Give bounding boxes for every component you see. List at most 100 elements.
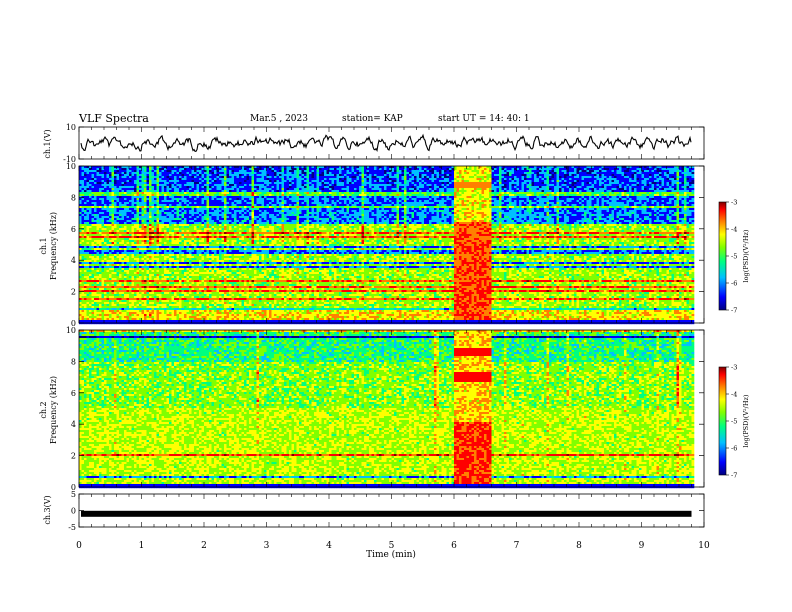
spectrogram-cell — [556, 198, 560, 201]
spectrogram-cell — [429, 172, 432, 175]
spectrogram-cell — [164, 200, 167, 203]
spectrogram-cell — [486, 184, 490, 187]
spectrogram-cell — [459, 192, 462, 195]
spectrogram-cell — [476, 168, 480, 171]
spectrogram-cell — [476, 194, 480, 197]
spectrogram-cell — [401, 186, 405, 189]
spectrogram-cell — [654, 188, 657, 191]
spectrogram-cell — [224, 182, 227, 185]
spectrogram-cell — [621, 168, 625, 171]
spectrogram-cell — [504, 186, 507, 189]
spectrogram-cell — [229, 194, 232, 197]
spectrogram-cell — [121, 188, 125, 191]
spectrogram-cell — [521, 166, 525, 169]
spectrogram-cell — [496, 182, 500, 185]
spectrogram-cell — [196, 186, 200, 189]
spectrogram-cell — [554, 180, 557, 183]
spectrogram-cell — [461, 204, 465, 207]
spectrogram-cell — [656, 184, 660, 187]
spectrogram-cell — [199, 204, 202, 207]
spectrogram-cell — [556, 172, 560, 175]
spectrogram-cell — [91, 166, 95, 169]
spectrogram-cell — [281, 174, 285, 177]
chart-title: VLF Spectra — [79, 112, 149, 125]
spectrogram-cell — [164, 192, 167, 195]
spectrogram-cell — [294, 198, 297, 201]
spectrogram-cell — [391, 198, 395, 201]
spectrogram-cell — [214, 196, 217, 199]
spectrogram-cell — [644, 174, 647, 177]
spectrogram-cell — [271, 178, 275, 181]
spectrogram-cell — [614, 198, 617, 201]
spectrogram-cell — [164, 184, 167, 187]
spectrogram-cell — [386, 196, 390, 199]
spectrogram-cell — [206, 168, 210, 171]
spectrogram-cell — [484, 186, 487, 189]
spectrogram-cell — [391, 166, 395, 169]
spectrogram-cell — [399, 174, 402, 177]
spectrogram-cell — [251, 200, 255, 203]
spectrogram-cell — [534, 198, 537, 201]
spectrogram-cell — [84, 174, 87, 177]
spectrogram-cell — [581, 170, 585, 173]
spectrogram-cell — [634, 188, 637, 191]
spectrogram-cell — [421, 188, 425, 191]
spectrogram-cell — [439, 178, 442, 181]
spectrogram-cell — [514, 200, 517, 203]
spectrogram-cell — [556, 174, 560, 177]
spectrogram-cell — [564, 196, 567, 199]
spectrogram-cell — [344, 202, 347, 205]
spectrogram-cell — [501, 170, 505, 173]
spectrogram-cell — [424, 204, 427, 207]
spectrogram-cell — [544, 190, 547, 193]
spectrogram-cell — [436, 176, 440, 179]
spectrogram-cell — [611, 180, 615, 183]
spectrogram-cell — [666, 194, 670, 197]
spectrogram-cell — [109, 168, 112, 171]
spectrogram-cell — [119, 168, 122, 171]
spectrogram-cell — [106, 204, 110, 207]
spectrogram-cell — [404, 202, 407, 205]
spectrogram-cell — [236, 180, 240, 183]
spectrogram-cell — [679, 178, 682, 181]
spectrogram-cell — [474, 188, 477, 191]
spectrogram-cell — [601, 194, 605, 197]
spectrogram-cell — [189, 194, 192, 197]
spectrogram-cell — [301, 190, 305, 193]
spectrogram-cell — [506, 190, 510, 193]
spectrogram-cell — [114, 188, 117, 191]
spectrogram-cell — [559, 178, 562, 181]
spectrogram-cell — [649, 192, 652, 195]
spectrogram-cell — [349, 186, 352, 189]
spectrogram-cell — [451, 202, 455, 205]
spectrogram-cell — [331, 178, 335, 181]
spectrogram-cell — [499, 204, 502, 207]
spectrogram-cell — [494, 166, 497, 169]
spectrogram-cell — [554, 168, 557, 171]
spectrogram-cell — [396, 192, 400, 195]
spectrogram-cell — [386, 194, 390, 197]
spectrogram-cell — [341, 200, 345, 203]
spectrogram-cell — [154, 178, 157, 181]
spectrogram-cell — [391, 178, 395, 181]
spectrogram-cell — [651, 176, 655, 179]
spectrogram-cell — [371, 166, 375, 169]
spectrogram-cell — [274, 172, 277, 175]
spectrogram-cell — [584, 192, 587, 195]
spectrogram-cell — [661, 168, 665, 171]
spectrogram-cell — [634, 176, 637, 179]
spectrogram-cell — [449, 198, 452, 201]
spectrogram-cell — [331, 200, 335, 203]
spectrogram-cell — [524, 166, 527, 169]
spectrogram-cell — [219, 168, 222, 171]
spectrogram-cell — [434, 190, 437, 193]
spectrogram-cell — [404, 182, 407, 185]
spectrogram-cell — [246, 166, 250, 169]
spectrogram-cell — [239, 184, 242, 187]
spectrogram-cell — [494, 184, 497, 187]
spectrogram-cell — [381, 168, 385, 171]
spectrogram-cell — [429, 184, 432, 187]
spectrogram-cell — [379, 168, 382, 171]
spectrogram-cell — [364, 180, 367, 183]
spectrogram-cell — [609, 182, 612, 185]
